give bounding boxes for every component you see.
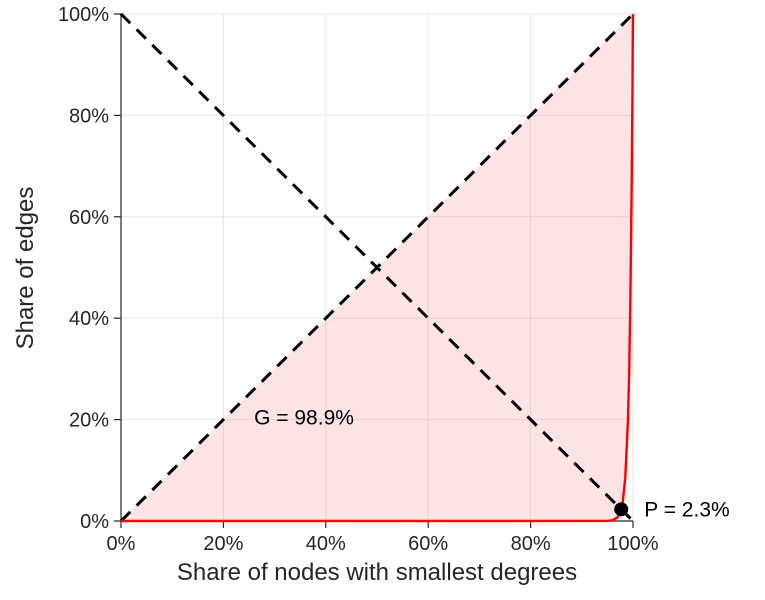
- p-point-marker: [614, 502, 629, 517]
- y-tick-label: 60%: [69, 207, 109, 229]
- x-tick-label: 60%: [408, 533, 448, 555]
- y-tick-label: 20%: [69, 410, 109, 432]
- gridlines-layer: [121, 13, 634, 521]
- y-axis-label: Share of edges: [12, 186, 39, 350]
- series-layer: [119, 12, 635, 523]
- y-tick-label: 40%: [69, 308, 109, 330]
- x-tick-label: 40%: [306, 533, 346, 555]
- annotations-layer: G = 98.9% P = 2.3%: [254, 406, 730, 521]
- p-annotation: P = 2.3%: [644, 499, 729, 522]
- lorenz-curve: [121, 13, 635, 523]
- x-tick-label: 100%: [607, 533, 658, 555]
- x-axis-label: Share of nodes with smallest degrees: [176, 559, 578, 586]
- anti-diagonal: [119, 12, 635, 523]
- y-tick-label: 0%: [80, 511, 109, 533]
- y-tick-label: 100%: [58, 4, 109, 26]
- gini-annotation: G = 98.9%: [254, 406, 354, 429]
- x-tick-label: 80%: [511, 533, 551, 555]
- x-tick-label: 20%: [203, 533, 243, 555]
- y-tick-label: 80%: [69, 105, 109, 127]
- x-tick-label: 0%: [107, 533, 136, 555]
